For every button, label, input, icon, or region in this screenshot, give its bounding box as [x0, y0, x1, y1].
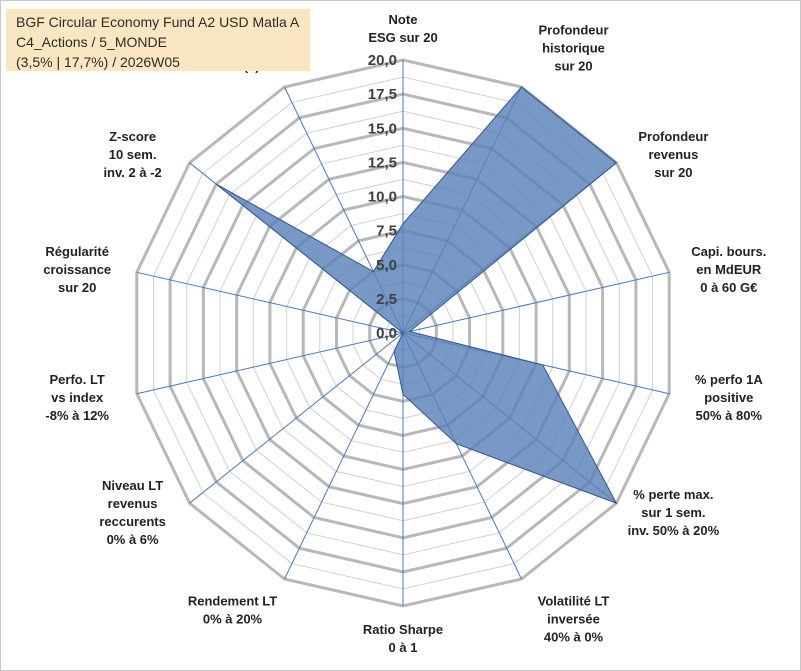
radial-tick-label: 10,0: [368, 189, 397, 206]
series-area: [215, 86, 618, 505]
axis-label: Rendement LT: [188, 594, 277, 609]
axis-label: inversée: [547, 612, 600, 627]
axis-label: en MdEUR: [696, 262, 762, 277]
axis-label: Capi. bours.: [691, 244, 766, 259]
axis-label: sur 1 sem.: [641, 505, 705, 520]
axis-label: Ratio Sharpe: [363, 622, 443, 637]
axis-spoke: [284, 332, 404, 580]
axis-label: ESG sur 20: [368, 30, 437, 45]
axis-label: % perte max.: [633, 487, 713, 502]
chart-title-box: BGF Circular Economy Fund A2 USD Matla A…: [6, 9, 310, 71]
axis-label: croissance: [43, 262, 111, 277]
axis-label: Note: [389, 12, 418, 27]
axis-label: historique: [542, 40, 605, 55]
radial-tick-label: 0,0: [376, 325, 397, 342]
axis-spoke: [402, 271, 670, 334]
axis-spoke: [136, 271, 404, 334]
axis-spoke: [189, 332, 404, 504]
axis-label: Profondeur: [538, 22, 608, 37]
axis-label: 0 à 1: [389, 640, 418, 655]
radial-tick-label: 17,5: [368, 86, 397, 103]
axis-label: vs index: [51, 390, 104, 405]
radial-tick-label: 2,5: [376, 291, 397, 308]
axis-label: Perfo. LT: [50, 372, 105, 387]
axis-label: 40% à 0%: [544, 630, 604, 645]
axis-label: Régularité: [45, 244, 109, 259]
axis-label: inv. 50% à 20%: [628, 523, 720, 538]
axis-label: Niveau LT: [102, 478, 163, 493]
axis-label: 0% à 6%: [107, 532, 159, 547]
radial-tick-label: 20,0: [368, 52, 397, 69]
axis-label: sur 20: [58, 280, 96, 295]
chart-title-line-1: BGF Circular Economy Fund A2 USD Matla A: [16, 14, 300, 30]
axis-label: sur 20: [654, 165, 692, 180]
axis-label: revenus: [648, 147, 698, 162]
axis-label: Volatilité LT: [538, 594, 610, 609]
axis-label: revenus: [108, 496, 158, 511]
axis-label: 50% à 80%: [696, 408, 763, 423]
axis-label: inv. 2 à -2: [103, 165, 161, 180]
axis-label: -8% à 12%: [45, 408, 109, 423]
chart-title-line-3: (3,5% | 17,7%) / 2026W05: [16, 54, 180, 70]
axis-spoke: [136, 332, 404, 395]
chart-title-line-2: C4_Actions / 5_MONDE: [16, 34, 167, 50]
axis-label: Profondeur: [638, 129, 708, 144]
axis-label: Z-score: [109, 129, 156, 144]
axis-label: reccurents: [99, 514, 165, 529]
axis-label: % perfo 1A: [695, 372, 764, 387]
radial-tick-label: 15,0: [368, 120, 397, 137]
radial-tick-label: 7,5: [376, 223, 397, 240]
axis-label: 0 à 60 G€: [700, 280, 757, 295]
axis-label: sur 20: [554, 58, 592, 73]
radial-tick-label: 5,0: [376, 257, 397, 274]
axis-label: positive: [704, 390, 753, 405]
axis-label: 10 sem.: [109, 147, 157, 162]
radial-tick-label: 12,5: [368, 154, 397, 171]
axis-label: 0% à 20%: [203, 612, 263, 627]
